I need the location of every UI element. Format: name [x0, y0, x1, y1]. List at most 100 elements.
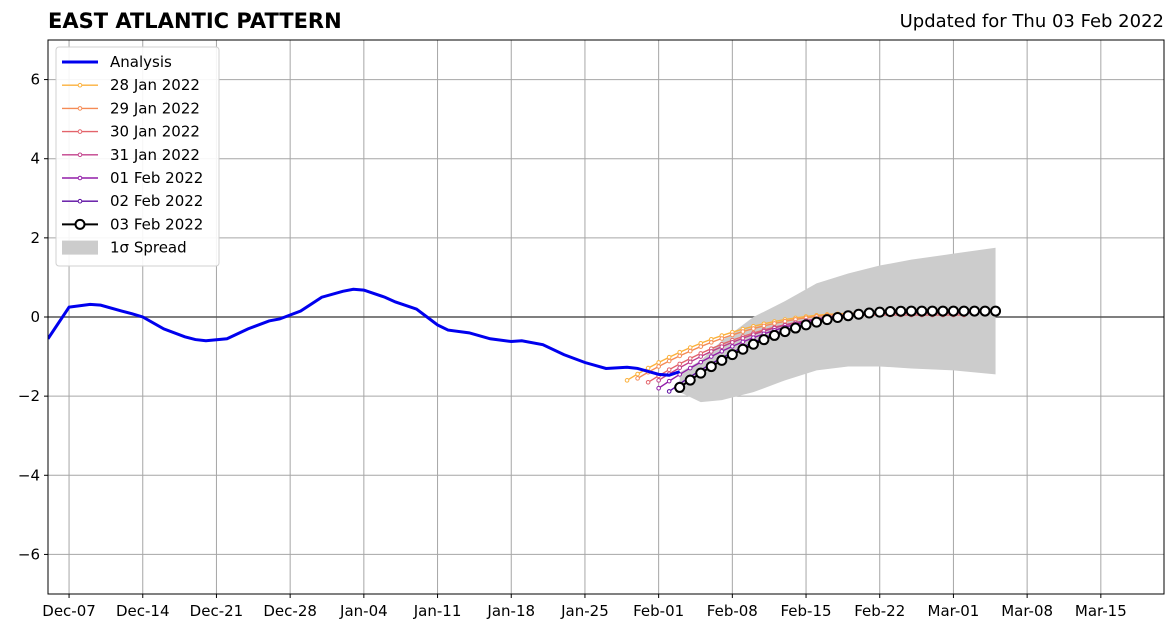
legend-label: 31 Jan 2022 — [110, 146, 200, 164]
forecast-point — [853, 308, 865, 320]
forecast-point — [677, 349, 682, 355]
forecast-point — [747, 338, 759, 350]
forecast-point — [698, 344, 704, 349]
forecast-point — [779, 326, 791, 338]
forecast-point — [874, 306, 886, 318]
x-tick-label: Feb-15 — [781, 602, 832, 620]
legend-marker — [77, 106, 83, 111]
forecast-point — [677, 353, 682, 359]
forecast-point — [666, 354, 672, 360]
forecast-point — [635, 371, 640, 377]
x-tick-label: Mar-15 — [1075, 602, 1127, 620]
forecast-point — [758, 334, 770, 346]
forecast-point — [666, 358, 672, 364]
chart-subtitle: Updated for Thu 03 Feb 2022 — [899, 11, 1164, 32]
x-tick-label: Jan-11 — [413, 602, 462, 620]
forecast-point — [666, 389, 672, 394]
forecast-point — [719, 348, 725, 354]
forecast-point — [726, 349, 738, 361]
forecast-point — [666, 378, 672, 384]
forecast-point — [937, 305, 949, 317]
forecast-point — [768, 329, 780, 341]
legend-label: 03 Feb 2022 — [110, 215, 203, 233]
forecast-point — [772, 321, 777, 326]
forecast-point — [958, 305, 970, 317]
forecast-point — [737, 343, 749, 355]
y-tick-label: −4 — [18, 466, 40, 484]
forecast-point — [926, 305, 938, 317]
forecast-point — [645, 379, 651, 385]
legend-label: 28 Jan 2022 — [110, 76, 200, 94]
forecast-point — [656, 385, 661, 391]
forecast-point — [656, 364, 661, 369]
forecast-point — [698, 354, 704, 359]
forecast-point — [684, 374, 696, 386]
y-tick-label: 0 — [30, 308, 40, 326]
legend-box — [55, 46, 220, 267]
y-tick-label: 4 — [30, 150, 40, 168]
forecast-point — [968, 305, 980, 317]
forecast-point — [990, 305, 1002, 317]
legend-label: 29 Jan 2022 — [110, 99, 200, 117]
x-tick-label: Feb-01 — [633, 602, 684, 620]
chart-title: EAST ATLANTIC PATTERN — [48, 9, 342, 33]
spread-band — [679, 247, 996, 403]
forecast-point — [761, 323, 767, 329]
forecast-point — [740, 339, 746, 345]
forecast-point — [811, 316, 823, 328]
tick-layer: Dec-07 Dec-14 Dec-21 Dec-28 Jan-04 Jan-11 Jan-… — [18, 71, 1127, 620]
legend-marker — [77, 198, 83, 204]
forecast-point — [730, 332, 735, 338]
forecast-point — [979, 305, 991, 317]
forecast-point — [863, 307, 875, 319]
data-layer — [48, 247, 1002, 403]
x-tick-label: Jan-04 — [339, 602, 388, 620]
legend-label: 01 Feb 2022 — [110, 169, 203, 187]
forecast-point — [677, 361, 682, 367]
forecast-point — [730, 344, 735, 349]
legend-label: Analysis — [110, 53, 172, 71]
forecast-point — [624, 378, 630, 383]
y-tick-label: 2 — [30, 229, 40, 247]
forecast-point — [708, 349, 714, 354]
x-tick-label: Feb-22 — [854, 602, 905, 620]
forecast-point — [677, 365, 682, 371]
forecast-point — [790, 322, 802, 334]
x-tick-label: Mar-08 — [1001, 602, 1053, 620]
forecast-point — [740, 335, 746, 341]
forecast-point — [698, 359, 704, 365]
forecast-point — [719, 344, 725, 350]
forecast-point — [687, 359, 693, 365]
y-tick-label: −6 — [18, 545, 40, 563]
x-tick-label: Jan-25 — [560, 602, 609, 620]
forecast-point — [656, 378, 661, 383]
forecast-point — [832, 312, 844, 324]
x-tick-label: Mar-01 — [928, 602, 980, 620]
x-tick-label: Dec-07 — [42, 602, 96, 620]
legend: Analysis 28 Jan 2022 29 Jan 2022 30 Jan 202… — [55, 46, 220, 267]
forecast-point — [687, 365, 693, 371]
legend-marker — [77, 129, 83, 134]
legend-marker — [74, 218, 86, 230]
analysis-line — [48, 287, 681, 377]
forecast-point — [635, 376, 640, 381]
legend-marker — [77, 152, 83, 158]
x-tick-label: Jan-18 — [486, 602, 535, 620]
x-tick-label: Dec-28 — [263, 602, 317, 620]
grid-layer — [48, 40, 1164, 594]
forecast-point — [916, 305, 928, 317]
forecast-point — [895, 305, 907, 317]
forecast-point — [947, 305, 959, 317]
forecast-point — [884, 306, 896, 318]
forecast-point — [719, 336, 725, 341]
legend-label: 02 Feb 2022 — [110, 192, 203, 210]
forecast-point — [821, 314, 833, 326]
y-tick-label: 6 — [30, 71, 40, 89]
forecast-point — [751, 326, 756, 331]
forecast-point — [645, 365, 651, 371]
x-tick-label: Dec-14 — [116, 602, 170, 620]
forecast-point — [705, 361, 717, 373]
legend-marker — [77, 82, 83, 88]
forecast-point — [842, 310, 854, 322]
